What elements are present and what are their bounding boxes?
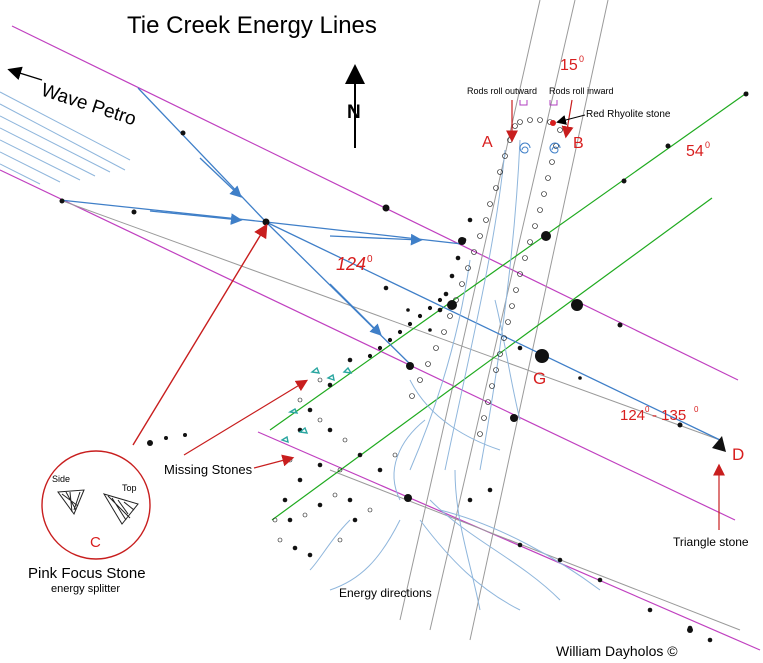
angle-range-start: 124 <box>620 407 645 424</box>
missing-stones-label: Missing Stones <box>164 462 253 477</box>
angle-range-end: - 135 <box>652 407 686 424</box>
missing-stones-arrow-lower <box>253 454 295 469</box>
spiral-marks <box>519 142 561 154</box>
angle-15: 15 <box>560 57 578 74</box>
point-a: A <box>482 134 493 151</box>
point-d: D <box>732 445 744 464</box>
red-rhyolite-arrow <box>556 114 586 125</box>
red-rhyolite-label: Red Rhyolite stone <box>586 109 671 120</box>
angle-54-degree: 0 <box>705 140 710 150</box>
triangle-stone-shape <box>712 436 726 452</box>
point-g: G <box>533 369 546 388</box>
rod-brackets <box>519 100 558 106</box>
rods-outward-label: Rods roll outward <box>467 86 537 96</box>
focus-stone-sketch <box>57 489 139 525</box>
wave-petro-label: Wave Petro <box>38 80 138 130</box>
missing-stones-arrow-upper <box>183 379 309 456</box>
focus-stone-top-label: Top <box>122 483 137 493</box>
angle-124-degree: 0 <box>367 254 373 265</box>
angle-124: 124 <box>336 254 366 274</box>
credit-label: William Dayholos © <box>556 643 678 659</box>
blue-direction-lines <box>59 87 721 441</box>
point-b: B <box>573 135 584 152</box>
rods-inward-label: Rods roll inward <box>549 86 614 96</box>
missing-stones-marks <box>280 366 353 444</box>
big-stones <box>59 91 749 633</box>
stone-clusters <box>272 117 713 643</box>
energy-directions-label: Energy directions <box>339 586 432 600</box>
north-label: N <box>347 102 361 123</box>
stone-g <box>535 349 549 363</box>
diagram-title: Tie Creek Energy Lines <box>127 12 377 39</box>
triangle-stone-label: Triangle stone <box>673 535 749 549</box>
focus-stone-circle <box>41 450 151 560</box>
angle-range-degree-b: 0 <box>694 405 699 414</box>
angle-54: 54 <box>686 143 704 160</box>
angle-range-degree-a: 0 <box>645 405 650 414</box>
green-energy-lines <box>269 91 749 521</box>
red-rhyolite-stone <box>550 120 556 126</box>
gray-lines <box>59 0 741 641</box>
focus-stone-side-label: Side <box>52 474 70 484</box>
pink-focus-stone-label: Pink Focus Stone <box>28 565 146 582</box>
wave-petro-lines <box>0 91 131 185</box>
energy-splitter-label: energy splitter <box>51 583 120 595</box>
focus-stone-arrow <box>132 223 268 446</box>
energy-flow-lines <box>309 139 601 611</box>
wave-petro-arrow <box>7 66 43 81</box>
rods-inward-arrow <box>561 99 574 139</box>
point-c: C <box>90 534 101 551</box>
angle-15-degree: 0 <box>579 54 584 64</box>
